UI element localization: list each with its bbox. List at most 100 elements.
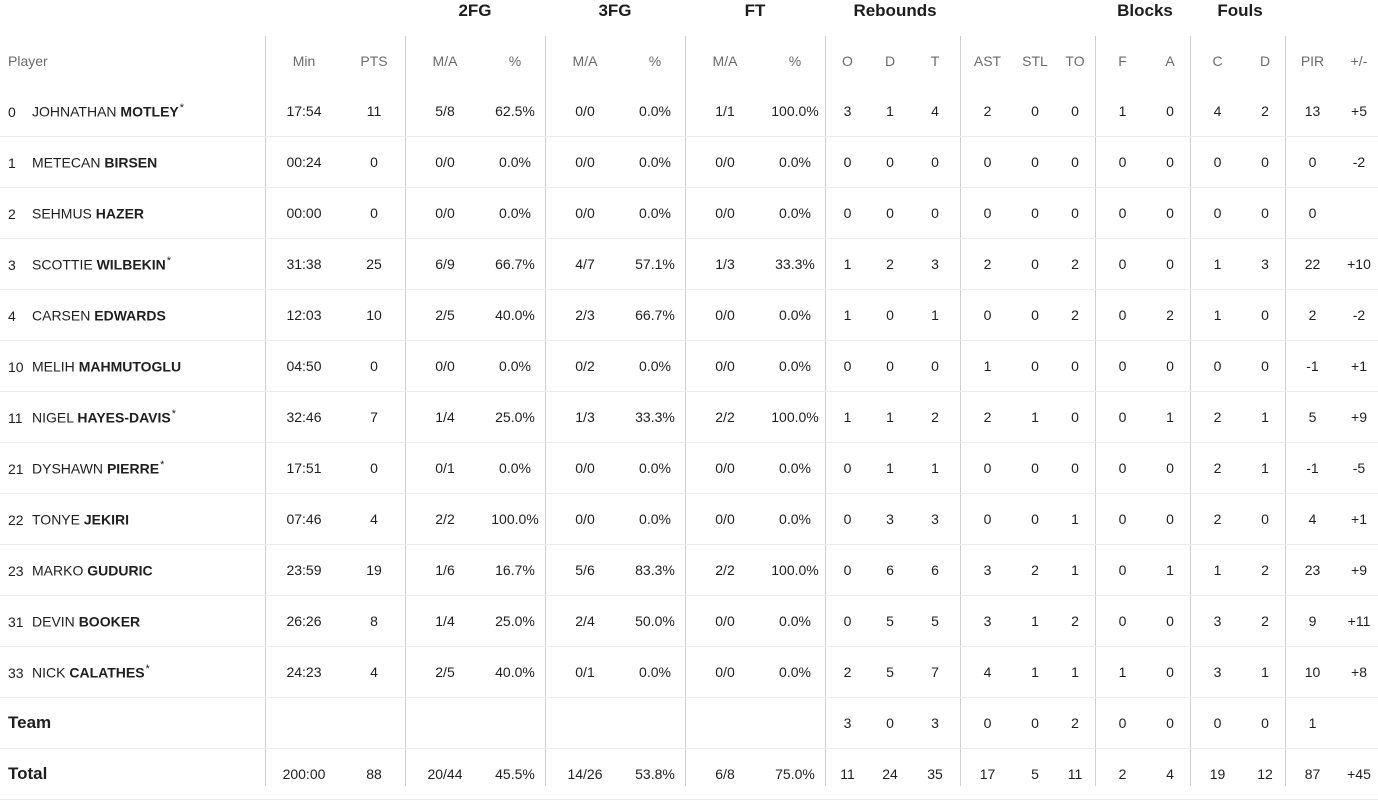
cell-foul-c: 0 — [1190, 136, 1245, 188]
player-name[interactable]: 11 NIGEL HAYES-DAVIS* — [0, 391, 265, 443]
player-number: 31 — [8, 613, 24, 630]
player-name[interactable]: 2 SEHMUS HAZER — [0, 187, 265, 239]
cell-foul-c: 4 — [1213, 103, 1222, 119]
cell-stl: 0 — [1015, 238, 1055, 290]
cell-min: 32:46 — [265, 391, 343, 443]
group-header-ft: FT — [744, 1, 766, 20]
col-header-3fg-pct[interactable]: % — [648, 53, 662, 69]
cell-plus-minus: +11 — [1340, 595, 1378, 647]
cell-blk-f: 0 — [1095, 391, 1150, 443]
cell-stl: 0 — [1031, 103, 1039, 119]
player-name[interactable]: 10 MELIH MAHMUTOGLU — [0, 340, 265, 392]
col-header-plus-minus[interactable]: +/- — [1350, 53, 1368, 69]
cell-blk-a: 2 — [1150, 289, 1190, 341]
cell-foul-c: 3 — [1190, 595, 1245, 647]
cell-pts: 7 — [343, 391, 405, 443]
cell-ast: 2 — [960, 391, 1015, 443]
cell-foul-d: 0 — [1245, 493, 1285, 545]
player-first-name: JOHNATHAN — [32, 103, 117, 120]
cell-foul-d: 1 — [1245, 646, 1285, 698]
col-header-reb-t[interactable]: T — [930, 53, 940, 69]
cell-2fg-pct: 16.7% — [485, 544, 545, 596]
cell-min: 17:51 — [265, 442, 343, 494]
col-header-reb-o[interactable]: O — [842, 53, 853, 69]
player-first-name: NIGEL — [32, 409, 74, 426]
group-header-blocks: Blocks — [1117, 1, 1173, 20]
cell-2fg-ma: 2/2 — [405, 493, 485, 545]
col-header-foul-d[interactable]: D — [1259, 53, 1271, 69]
cell-3fg-ma: 1/3 — [545, 391, 625, 443]
cell-ft-ma: 0/0 — [685, 187, 765, 239]
col-header-2fg-ma[interactable]: M/A — [432, 53, 458, 69]
col-header-to[interactable]: TO — [1065, 53, 1085, 69]
cell-plus-minus: +9 — [1340, 391, 1378, 443]
cell-blk-a: 1 — [1150, 544, 1190, 596]
col-header-blk-a[interactable]: A — [1165, 53, 1175, 69]
col-header-pir[interactable]: PIR — [1300, 53, 1325, 69]
player-name[interactable]: 4 CARSEN EDWARDS — [0, 289, 265, 341]
cell-foul-d: 1 — [1245, 442, 1285, 494]
cell-reb-o: 3 — [843, 103, 852, 119]
cell-2fg-pct: 100.0% — [485, 493, 545, 545]
cell-ast: 0 — [960, 289, 1015, 341]
cell-blk-a: 0 — [1150, 340, 1190, 392]
cell-stl: 2 — [1015, 544, 1055, 596]
cell-reb-d: 3 — [870, 493, 910, 545]
cell-pir: 5 — [1285, 391, 1340, 443]
player-name[interactable]: 33 NICK CALATHES* — [0, 646, 265, 698]
col-header-pts[interactable]: PTS — [360, 53, 388, 69]
player-name[interactable]: 0 JOHNATHAN MOTLEY* — [0, 86, 265, 137]
cell-reb-o: 0 — [825, 136, 870, 188]
table-row: 2 SEHMUS HAZER 00:00 0 0/0 0.0% 0/0 0.0% 0/0… — [0, 187, 1378, 239]
cell-reb-o: 0 — [825, 595, 870, 647]
cell-min: 23:59 — [265, 544, 343, 596]
cell-blk-a: 0 — [1150, 493, 1190, 545]
cell-3fg-pct: 83.3% — [625, 544, 685, 596]
col-header-foul-c[interactable]: C — [1212, 53, 1223, 69]
cell-blk-a: 0 — [1150, 136, 1190, 188]
col-header-ft-pct[interactable]: % — [788, 53, 802, 69]
starter-marker: * — [179, 102, 185, 115]
cell-plus-minus: +5 — [1351, 103, 1367, 119]
cell-3fg-ma: 2/3 — [545, 289, 625, 341]
cell-plus-minus: +45 — [1340, 748, 1378, 800]
cell-3fg-pct: 0.0% — [625, 187, 685, 239]
col-header-3fg-ma[interactable]: M/A — [572, 53, 598, 69]
col-header-ft-ma[interactable]: M/A — [712, 53, 738, 69]
cell-blk-a: 0 — [1150, 595, 1190, 647]
col-header-blk-f[interactable]: F — [1118, 53, 1127, 69]
player-name[interactable]: 1 METECAN BIRSEN — [0, 136, 265, 188]
player-name[interactable]: 22 TONYE JEKIRI — [0, 493, 265, 545]
cell-3fg-ma: 0/0 — [545, 442, 625, 494]
cell-ft-pct: 0.0% — [765, 493, 825, 545]
col-header-min[interactable]: Min — [292, 53, 316, 69]
col-header-reb-d[interactable]: D — [884, 53, 896, 69]
col-header-ast[interactable]: AST — [973, 53, 1002, 69]
cell-reb-t: 3 — [910, 697, 960, 749]
cell-3fg-pct: 50.0% — [625, 595, 685, 647]
col-header-2fg-pct[interactable]: % — [508, 53, 522, 69]
player-name[interactable]: 23 MARKO GUDURIC — [0, 544, 265, 596]
player-number: 23 — [8, 562, 24, 579]
col-header-stl[interactable]: STL — [1022, 53, 1048, 69]
cell-reb-o: 1 — [825, 289, 870, 341]
cell-foul-d: 0 — [1245, 187, 1285, 239]
cell-pir: 9 — [1285, 595, 1340, 647]
cell-reb-t: 0 — [910, 340, 960, 392]
col-header-player[interactable]: Player — [8, 53, 48, 69]
cell-ft-pct: 0.0% — [765, 340, 825, 392]
player-name[interactable]: 31 DEVIN BOOKER — [0, 595, 265, 647]
cell-ft-pct: 75.0% — [765, 748, 825, 800]
player-name[interactable]: 3 SCOTTIE WILBEKIN* — [0, 238, 265, 290]
player-number: 4 — [8, 307, 16, 324]
player-first-name: SCOTTIE — [32, 256, 93, 273]
cell-to: 1 — [1055, 544, 1095, 596]
cell-ft-pct: 100.0% — [765, 391, 825, 443]
cell-foul-c: 0 — [1190, 187, 1245, 239]
cell-min: 04:50 — [265, 340, 343, 392]
cell-reb-t: 5 — [910, 595, 960, 647]
cell-stl: 1 — [1015, 391, 1055, 443]
player-name[interactable]: 21 DYSHAWN PIERRE* — [0, 442, 265, 494]
cell-plus-minus: -2 — [1340, 136, 1378, 188]
